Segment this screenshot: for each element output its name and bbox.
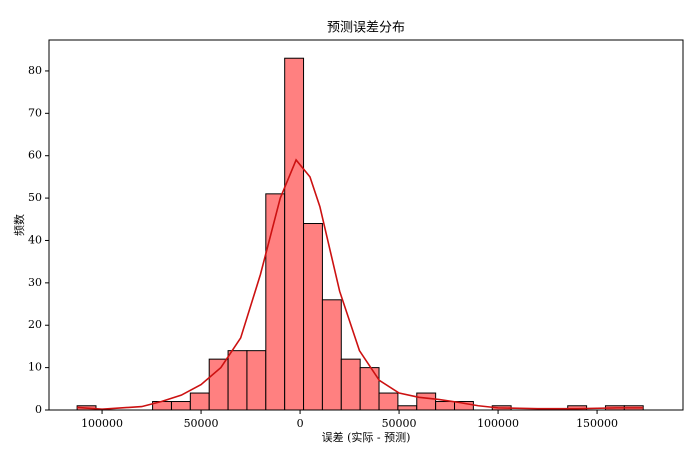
bar: [416, 392, 437, 411]
x-tick-label: 0: [297, 417, 304, 430]
x-tick-label: 100000: [477, 417, 519, 430]
bar: [189, 392, 210, 411]
bar: [227, 350, 248, 411]
bar: [303, 223, 323, 411]
bar: [284, 57, 305, 411]
y-tick-label: 20: [28, 318, 42, 331]
bar: [435, 401, 456, 411]
kde-line: [77, 158, 644, 410]
bar: [208, 358, 229, 411]
bar: [378, 392, 399, 411]
bar: [246, 350, 267, 411]
bar: [340, 358, 361, 411]
y-tick-label: 10: [28, 361, 42, 374]
bar: [321, 299, 342, 411]
y-tick-label: 50: [28, 191, 42, 204]
y-axis-label: 频数: [12, 214, 26, 236]
bar: [359, 367, 380, 411]
x-tick-label: 50000: [382, 417, 417, 430]
y-tick-label: 80: [28, 64, 42, 77]
x-axis-label: 误差 (实际 - 预测): [322, 430, 411, 444]
y-tick-label: 30: [28, 276, 42, 289]
x-tick-label: 100000: [81, 417, 123, 430]
x-tick-label: 50000: [184, 417, 219, 430]
bar: [397, 405, 418, 411]
chart-title: 预测误差分布: [327, 21, 405, 36]
bar: [265, 193, 286, 411]
y-tick-label: 60: [28, 149, 42, 162]
bar: [170, 401, 191, 411]
x-tick-label: 150000: [576, 417, 618, 430]
y-tick-label: 40: [28, 233, 42, 246]
y-tick-label: 0: [35, 403, 42, 416]
y-tick-label: 70: [28, 106, 42, 119]
plot-frame: [48, 39, 684, 411]
